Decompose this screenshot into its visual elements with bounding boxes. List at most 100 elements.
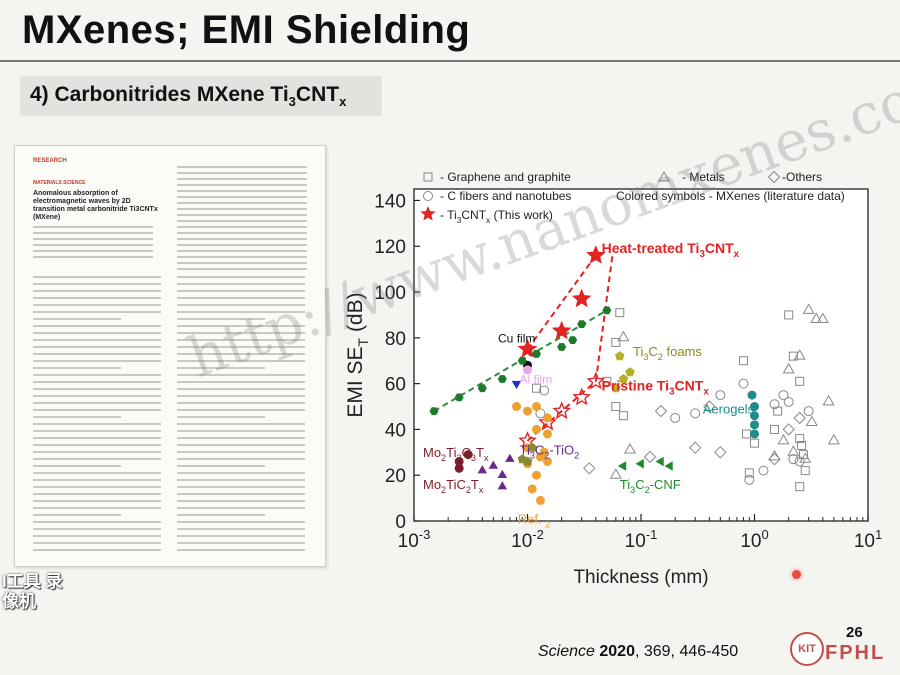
paper-text-line [177,208,307,210]
paper-text-line [177,346,305,348]
paper-text-line [177,232,307,234]
paper-text-line [33,507,161,509]
data-point [523,406,532,416]
paper-text-line [33,549,161,551]
paper-text-line [177,451,305,453]
paper-text-line [177,311,305,313]
label-ref2: Ref. 2 [518,511,551,529]
data-point [643,450,657,464]
paper-text-line [177,332,305,334]
x-axis-label: Thickness (mm) [573,567,708,588]
legend-graphene-marker [423,172,433,182]
data-point [768,449,781,461]
paper-text-line [177,318,265,320]
legend-metals-marker [657,171,671,182]
paper-text-line [177,423,305,425]
data-point [797,440,807,450]
data-point [744,474,755,485]
data-point [788,454,799,465]
legend-this-work-label: - Ti3CNTx (This work) [440,208,553,225]
data-point [542,429,552,439]
data-point [538,412,557,431]
data-point [655,456,664,467]
paper-text-line [33,381,161,383]
paper-text-line [177,297,305,299]
data-point [758,465,769,476]
paper-text-line [177,244,307,246]
paper-text-line [33,374,161,376]
data-point [505,453,515,462]
x-tick-label: 10-2 [511,527,544,552]
paper-text-line [33,535,161,537]
paper-text-line [33,437,161,439]
subtitle-cnt: CNT [295,83,340,106]
paper-text-line [177,500,305,502]
subtitle-sub-3: 3 [288,94,296,110]
data-point [784,310,794,320]
paper-text-line [33,346,161,348]
data-point [542,456,552,466]
x-tick-label: 10-3 [398,527,431,552]
paper-text-line [177,256,307,258]
y-tick-label: 20 [385,466,406,487]
x-tick-label: 100 [740,527,768,552]
y-tick-label: 100 [374,283,406,304]
data-point [517,339,538,358]
data-point [618,411,628,421]
data-point [795,482,805,492]
data-point [623,443,637,454]
data-point [803,406,814,417]
paper-text-line [177,290,305,292]
paper-text-line [177,479,305,481]
data-point [577,320,587,328]
data-point [454,463,464,473]
paper-text-line [33,521,161,523]
paper-section: MATERIALS SCIENCE [33,180,86,186]
chart-marks [429,245,840,505]
paper-title: Anomalous absorption of electromagnetic … [33,190,158,221]
paper-text-line [33,542,161,544]
data-point [517,356,527,365]
paper-text-line [33,528,161,530]
paper-text-line [177,493,305,495]
paper-text-line [177,202,307,204]
data-point [583,462,596,475]
subtitle-sub-x: x [339,94,347,110]
paper-text-line [177,166,307,168]
paper-text-line [177,381,305,383]
data-point [586,371,606,390]
citation-journal: Science [538,643,595,660]
data-point [802,303,815,314]
paper-text-line [177,353,305,355]
paper-text-line [177,178,307,180]
data-point [527,484,537,494]
data-point [799,452,812,463]
data-point [497,481,508,490]
data-point [744,468,754,478]
paper-text-line [33,360,161,362]
data-point [497,469,508,478]
paper-text-line [177,304,305,306]
legend-colored-label: Colored symbols - MXenes (literature dat… [616,189,845,203]
data-point [788,351,798,361]
data-point [615,351,625,361]
paper-text-line [177,528,305,530]
paper-text-line [177,220,307,222]
paper-text-line [33,244,153,246]
paper-text-line [177,416,265,418]
paper-text-line [177,430,305,432]
label-cu-film: Cu film [498,331,535,345]
paper-text-line [177,214,307,216]
data-point [477,384,487,393]
data-point [690,408,701,419]
paper-text-line [177,325,305,327]
data-point [795,434,805,444]
slide-title: MXenes; EMI Shielding [22,8,471,52]
data-point [611,383,621,393]
paper-text-line [33,472,161,474]
paper-text-line [33,311,161,313]
data-point [793,349,806,360]
data-point [477,465,488,474]
data-point [795,376,805,386]
emi-chart: 0 20 40 60 80 100 120 140 10-3 10-2 10-1 100 101 Thic… [344,170,882,588]
